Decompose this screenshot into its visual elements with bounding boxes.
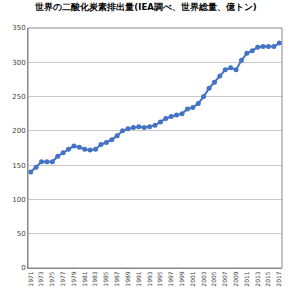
- svg-text:1983: 1983: [92, 271, 99, 286]
- svg-text:2003: 2003: [200, 271, 207, 286]
- svg-text:1995: 1995: [156, 271, 163, 286]
- svg-text:300: 300: [12, 59, 25, 67]
- svg-text:2017: 2017: [275, 271, 282, 286]
- svg-text:2011: 2011: [243, 271, 250, 286]
- svg-text:世界の二酸化炭素排出量(IEA調べ、世界総量、億トン): 世界の二酸化炭素排出量(IEA調べ、世界総量、億トン): [34, 2, 256, 12]
- svg-text:1975: 1975: [48, 271, 55, 286]
- svg-text:2007: 2007: [221, 271, 228, 286]
- svg-text:1999: 1999: [178, 271, 185, 286]
- svg-text:1971: 1971: [27, 271, 34, 286]
- svg-text:1991: 1991: [135, 271, 142, 286]
- svg-text:1997: 1997: [167, 271, 174, 286]
- svg-text:1985: 1985: [102, 271, 109, 286]
- svg-text:2013: 2013: [254, 271, 261, 286]
- svg-text:2001: 2001: [189, 271, 196, 286]
- svg-text:2005: 2005: [210, 271, 217, 286]
- svg-text:1993: 1993: [146, 271, 153, 286]
- svg-text:1989: 1989: [124, 271, 131, 286]
- svg-text:1973: 1973: [37, 271, 44, 286]
- svg-text:1987: 1987: [113, 271, 120, 286]
- svg-text:200: 200: [12, 127, 25, 135]
- svg-text:350: 350: [12, 24, 25, 32]
- svg-text:1977: 1977: [59, 271, 66, 286]
- svg-text:1979: 1979: [70, 271, 77, 286]
- svg-text:2015: 2015: [264, 271, 271, 286]
- svg-text:0: 0: [21, 264, 25, 272]
- svg-text:50: 50: [17, 230, 26, 238]
- svg-text:250: 250: [12, 93, 25, 101]
- svg-text:1981: 1981: [81, 271, 88, 286]
- svg-text:100: 100: [12, 196, 25, 204]
- svg-text:2009: 2009: [232, 271, 239, 286]
- svg-text:150: 150: [12, 162, 25, 170]
